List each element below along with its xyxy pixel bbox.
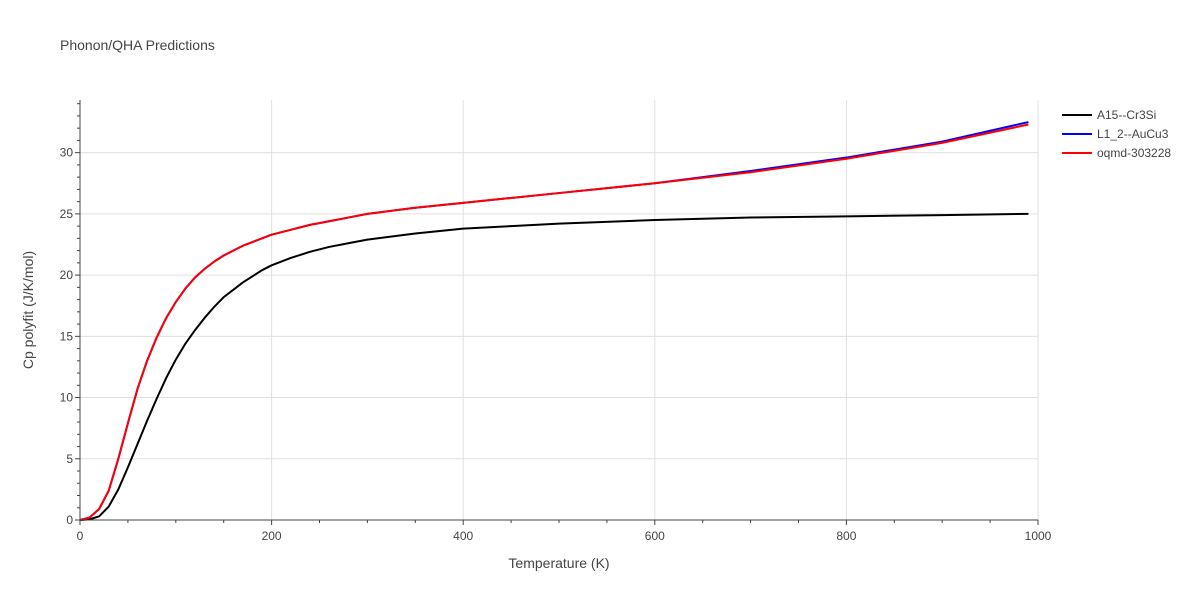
series-line-2: [79, 123, 1029, 521]
legend-item-2[interactable]: oqmd-303228: [1062, 146, 1171, 160]
y-axis-title: Cp polyfit (J/K/mol): [20, 251, 36, 369]
grid-layer: [80, 100, 1039, 520]
x-tick-label: 400: [453, 529, 473, 543]
x-tick-label: 600: [645, 529, 665, 543]
y-tick-label: 0: [66, 513, 73, 527]
legend-label: L1_2--AuCu3: [1097, 127, 1169, 141]
x-tick-label: 0: [77, 529, 84, 543]
series-line-0: [79, 212, 1029, 521]
y-tick-label: 5: [66, 452, 73, 466]
axis-layer: 0 200 400 600 800 1000 0 5 10 15 20 25 30: [60, 100, 1052, 543]
y-tick-label: 15: [60, 329, 74, 343]
legend[interactable]: A15--Cr3Si L1_2--AuCu3 oqmd-303228: [1062, 108, 1171, 160]
x-tick-label: 800: [836, 529, 856, 543]
x-tick-label: 1000: [1025, 529, 1052, 543]
y-tick-label: 10: [60, 391, 74, 405]
y-tick-label: 30: [60, 146, 74, 160]
series-line-1: [79, 121, 1029, 521]
x-axis-title: Temperature (K): [508, 555, 609, 571]
legend-item-1[interactable]: L1_2--AuCu3: [1062, 127, 1169, 141]
legend-label: A15--Cr3Si: [1097, 108, 1156, 122]
y-tick-label: 20: [60, 268, 74, 282]
chart-title: Phonon/QHA Predictions: [60, 37, 215, 53]
legend-label: oqmd-303228: [1097, 146, 1171, 160]
series-layer: [79, 121, 1029, 521]
y-tick-label: 25: [60, 207, 74, 221]
x-tick-label: 200: [262, 529, 282, 543]
legend-item-0[interactable]: A15--Cr3Si: [1062, 108, 1156, 122]
